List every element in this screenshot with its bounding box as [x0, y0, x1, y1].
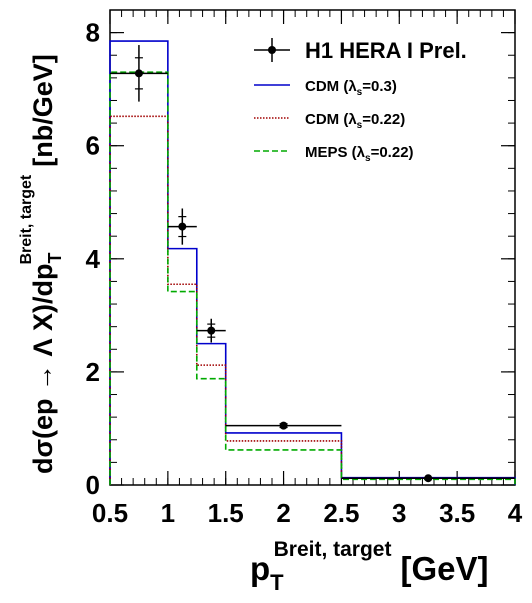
legend-meps-tail: =0.22): [371, 144, 414, 161]
hist-line-1: [109, 115, 516, 485]
data-point: [341, 474, 515, 483]
data-marker: [207, 326, 216, 335]
legend-entry-data: H1 HERA I Prel.: [254, 38, 467, 63]
y-axis-title-sub: T: [45, 253, 65, 264]
y-axis-title-main: dσ(ep → Λ X)/dp: [28, 264, 58, 474]
legend-cdm-03-sub: s: [357, 87, 363, 98]
x-tick-label: 4: [508, 498, 523, 528]
axis-ticks: [109, 9, 516, 486]
y-tick-label: 6: [86, 131, 100, 161]
x-tick-label: 3: [392, 498, 406, 528]
legend: H1 HERA I Prel. CDM (λs=0.3) CDM (λs=0.2…: [254, 38, 467, 164]
x-tick-label: 0.5: [92, 498, 128, 528]
y-tick-label: 8: [86, 18, 100, 48]
data-marker: [279, 421, 288, 430]
y-axis-title: dσ(ep → Λ X)/dpT Breit, target [nb/GeV]: [18, 54, 65, 474]
x-tick-label: 2.5: [323, 498, 359, 528]
x-axis-title: pT Breit, target [GeV]: [250, 538, 489, 595]
x-tick-label: 1: [161, 498, 175, 528]
legend-meps-label: MEPS (λs=0.22): [305, 144, 414, 164]
legend-cdm-03-tail: =0.3): [362, 78, 397, 95]
legend-cdm-022-label: CDM (λs=0.22): [305, 111, 405, 131]
x-axis-title-unit: [GeV]: [400, 550, 488, 587]
x-tick-labels: 0.5 1 1.5 2 2.5 3 3.5 4: [92, 498, 523, 528]
y-tick-labels: 0 2 4 6 8: [86, 18, 101, 500]
legend-entry-meps: MEPS (λs=0.22): [254, 144, 414, 164]
x-tick-label: 3.5: [439, 498, 475, 528]
data-point: [110, 45, 168, 102]
legend-data-label: H1 HERA I Prel.: [305, 38, 467, 63]
y-tick-label: 0: [86, 470, 100, 500]
y-tick-label: 4: [86, 244, 101, 274]
data-point: [225, 421, 342, 430]
x-axis-title-sup: Breit, target: [274, 538, 392, 561]
histogram-series: [109, 40, 516, 485]
y-axis-title-sup: Breit, target: [18, 174, 35, 264]
legend-entry-cdm-03: CDM (λs=0.3): [254, 78, 397, 98]
hist-line-2: [109, 71, 516, 485]
data-point: [196, 318, 226, 343]
legend-cdm-022-tail: =0.22): [362, 111, 405, 128]
legend-entry-cdm-022: CDM (λs=0.22): [254, 111, 405, 131]
hist-line-0: [109, 40, 516, 485]
legend-cdm-03-main: CDM (λ: [305, 78, 357, 95]
legend-meps-sub: s: [365, 153, 371, 164]
legend-meps-main: MEPS (λ: [305, 144, 366, 161]
x-axis-title-sub: T: [270, 570, 284, 595]
legend-cdm-022-main: CDM (λ: [305, 111, 357, 128]
x-tick-label: 2: [276, 498, 290, 528]
legend-cdm-03-label: CDM (λs=0.3): [305, 78, 397, 98]
data-marker: [424, 474, 433, 483]
legend-data-marker: [268, 46, 276, 54]
x-tick-label: 1.5: [208, 498, 244, 528]
legend-cdm-022-sub: s: [357, 120, 363, 131]
data-marker: [178, 222, 187, 231]
data-marker: [134, 69, 143, 78]
x-axis-title-main: p: [250, 550, 270, 587]
y-tick-label: 2: [86, 357, 100, 387]
data-points: [110, 45, 515, 483]
y-axis-title-unit: [nb/GeV]: [28, 54, 58, 167]
data-point: [167, 208, 197, 245]
